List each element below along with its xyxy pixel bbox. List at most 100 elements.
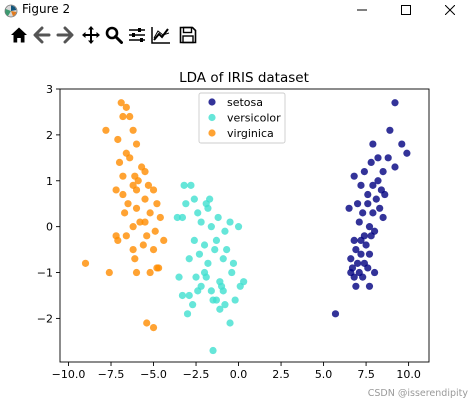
scatter-points — [81, 99, 411, 355]
data-point-virginica — [121, 209, 129, 217]
data-point-virginica — [117, 99, 125, 107]
data-point-versicolor — [190, 195, 198, 203]
data-point-versicolor — [194, 209, 202, 217]
forward-button[interactable] — [54, 23, 76, 47]
data-point-versicolor — [221, 227, 229, 235]
data-point-versicolor — [216, 305, 224, 313]
data-point-virginica — [141, 167, 149, 176]
data-point-versicolor — [209, 296, 217, 304]
data-point-virginica — [132, 204, 141, 212]
data-point-setosa — [370, 268, 379, 277]
data-point-virginica — [139, 241, 147, 249]
window-title-bar: Figure 2 — [0, 0, 474, 19]
data-point-setosa — [379, 167, 387, 176]
close-icon — [445, 4, 455, 15]
watermark-text: CSDN @isserendipity — [367, 388, 468, 399]
subplots-button[interactable] — [126, 23, 148, 47]
data-point-versicolor — [209, 346, 217, 355]
data-point-virginica — [149, 245, 158, 254]
forward-arrow-icon — [56, 26, 74, 44]
data-point-setosa — [350, 236, 358, 245]
data-point-virginica — [112, 186, 120, 194]
data-point-virginica — [129, 126, 137, 134]
save-icon — [179, 26, 197, 44]
zoom-icon — [105, 26, 123, 44]
data-point-virginica — [119, 112, 127, 121]
data-point-setosa — [364, 264, 372, 272]
data-point-setosa — [347, 255, 355, 263]
data-point-setosa — [369, 181, 377, 189]
data-point-virginica — [122, 232, 130, 240]
y-tick-label: 1 — [46, 175, 53, 188]
data-point-setosa — [374, 154, 382, 162]
data-point-virginica — [149, 323, 158, 332]
data-point-virginica — [126, 112, 134, 121]
data-point-setosa — [376, 204, 384, 212]
back-arrow-icon — [33, 26, 51, 44]
data-point-setosa — [369, 209, 377, 217]
data-point-virginica — [105, 268, 113, 277]
y-tick-label: −2 — [37, 312, 53, 325]
data-point-versicolor — [182, 200, 190, 208]
data-point-setosa — [391, 99, 399, 107]
legend-label-versicolor: versicolor — [227, 112, 281, 125]
data-point-versicolor — [234, 223, 243, 231]
data-point-setosa — [362, 241, 370, 249]
zoom-button[interactable] — [103, 23, 125, 47]
x-tick-label: −2.5 — [183, 368, 210, 381]
data-point-virginica — [119, 190, 127, 199]
data-point-virginica — [131, 255, 139, 263]
minimize-button[interactable] — [340, 0, 384, 19]
y-tick-label: 0 — [46, 221, 53, 234]
edit-axis-button[interactable] — [150, 23, 172, 47]
close-button[interactable] — [428, 0, 472, 19]
minimize-icon — [357, 9, 367, 10]
legend-label-virginica: virginica — [227, 127, 274, 140]
axis-ticks: −10.0 −7.5 −5.0 −2.5 0.0 2.5 5.0 7.5 10.0 −2 −1 0 1 2… — [37, 83, 421, 381]
data-point-virginica — [153, 200, 161, 208]
data-point-virginica — [126, 154, 134, 162]
data-point-setosa — [347, 268, 355, 277]
data-point-setosa — [364, 200, 372, 208]
data-point-versicolor — [206, 195, 214, 203]
data-point-setosa — [353, 200, 362, 208]
back-button[interactable] — [31, 23, 53, 47]
lda-scatter-chart: LDA of IRIS dataset −10.0 −7.5 −5.0 −2.5 0.0… — [37, 70, 430, 381]
data-point-versicolor — [187, 181, 195, 189]
data-point-setosa — [364, 190, 372, 199]
data-point-virginica — [143, 319, 151, 327]
data-point-setosa — [357, 236, 365, 245]
window-title: Figure 2 — [22, 2, 71, 16]
home-button[interactable] — [8, 23, 30, 47]
data-point-setosa — [367, 158, 375, 167]
data-point-versicolor — [189, 301, 197, 309]
data-point-versicolor — [178, 213, 187, 222]
data-point-setosa — [352, 282, 360, 290]
data-point-virginica — [141, 195, 149, 203]
data-point-versicolor — [228, 268, 236, 277]
data-point-virginica — [129, 223, 137, 231]
data-point-versicolor — [226, 319, 234, 327]
data-point-virginica — [155, 264, 163, 272]
maximize-icon — [401, 4, 411, 15]
legend-marker-versicolor — [208, 113, 216, 122]
data-point-versicolor — [195, 250, 204, 258]
edit-axis-icon — [151, 27, 170, 44]
data-point-setosa — [357, 250, 365, 258]
data-point-virginica — [146, 268, 154, 277]
data-point-setosa — [360, 167, 368, 176]
pan-button[interactable] — [80, 23, 102, 47]
x-tick-label: 0.0 — [230, 368, 248, 381]
legend-box — [198, 92, 286, 144]
data-point-versicolor — [183, 310, 192, 318]
data-point-virginica — [132, 268, 141, 277]
maximize-button[interactable] — [384, 0, 428, 19]
data-point-virginica — [114, 135, 122, 144]
x-tick-label: −10.0 — [52, 368, 86, 381]
data-point-versicolor — [207, 287, 215, 295]
data-point-setosa — [379, 213, 387, 222]
data-point-versicolor — [180, 181, 188, 189]
save-button[interactable] — [177, 23, 199, 47]
legend-marker-virginica — [208, 129, 216, 137]
x-tick-label: 2.5 — [272, 368, 290, 381]
